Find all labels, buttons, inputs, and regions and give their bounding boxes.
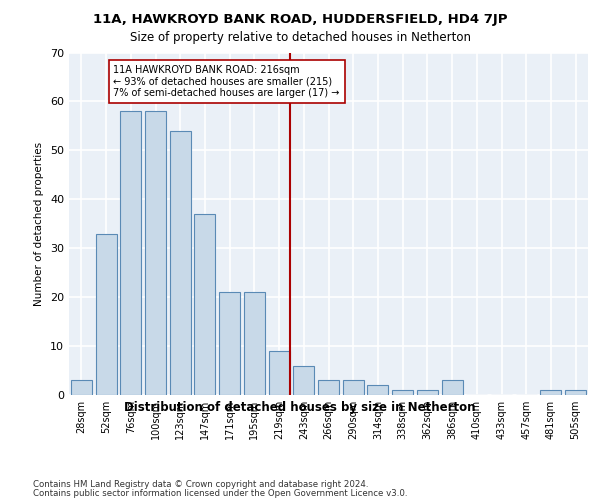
Bar xyxy=(269,351,290,395)
Text: Contains HM Land Registry data © Crown copyright and database right 2024.: Contains HM Land Registry data © Crown c… xyxy=(33,480,368,489)
Text: Size of property relative to detached houses in Netherton: Size of property relative to detached ho… xyxy=(130,31,470,44)
Bar xyxy=(318,380,339,395)
Bar xyxy=(565,390,586,395)
Bar xyxy=(194,214,215,395)
Text: 11A, HAWKROYD BANK ROAD, HUDDERSFIELD, HD4 7JP: 11A, HAWKROYD BANK ROAD, HUDDERSFIELD, H… xyxy=(93,12,507,26)
Bar xyxy=(417,390,438,395)
Text: 11A HAWKROYD BANK ROAD: 216sqm
← 93% of detached houses are smaller (215)
7% of : 11A HAWKROYD BANK ROAD: 216sqm ← 93% of … xyxy=(113,64,340,98)
Bar xyxy=(541,390,562,395)
Text: Distribution of detached houses by size in Netherton: Distribution of detached houses by size … xyxy=(124,401,476,414)
Bar xyxy=(293,366,314,395)
Bar xyxy=(343,380,364,395)
Bar xyxy=(367,385,388,395)
Bar xyxy=(219,292,240,395)
Bar xyxy=(392,390,413,395)
Bar xyxy=(442,380,463,395)
Bar xyxy=(120,111,141,395)
Bar xyxy=(170,131,191,395)
Y-axis label: Number of detached properties: Number of detached properties xyxy=(34,142,44,306)
Bar xyxy=(145,111,166,395)
Bar xyxy=(71,380,92,395)
Text: Contains public sector information licensed under the Open Government Licence v3: Contains public sector information licen… xyxy=(33,488,407,498)
Bar xyxy=(244,292,265,395)
Bar xyxy=(95,234,116,395)
